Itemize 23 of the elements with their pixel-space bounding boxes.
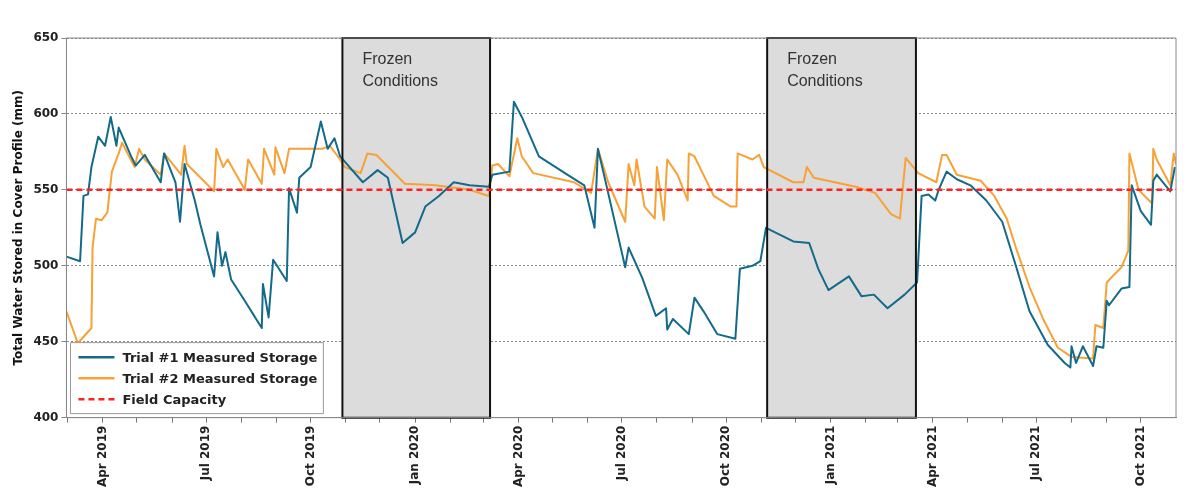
x-tick-label: Apr 2021 (925, 425, 940, 487)
y-tick-label: 500 (33, 257, 59, 272)
x-tick-label: Oct 2021 (1132, 425, 1147, 487)
y-tick-label: 650 (33, 30, 59, 45)
legend-label: Trial #2 Measured Storage (122, 370, 318, 386)
x-tick-label: Jan 2021 (822, 425, 837, 486)
x-tick-label: Apr 2019 (94, 425, 109, 487)
y-tick-label: 400 (33, 409, 59, 424)
band-label: Frozen Conditions (362, 50, 439, 90)
x-tick-label: Jan 2020 (407, 425, 422, 486)
y-tick-label: 450 (33, 333, 59, 348)
band-label: Frozen Conditions (787, 50, 863, 90)
x-tick-label: Jul 2019 (198, 425, 213, 482)
y-tick-label: 550 (33, 181, 59, 196)
y-axis-title: Total Water Stored in Cover Profile (mm) (11, 90, 26, 366)
x-tick-label: Oct 2019 (302, 425, 317, 487)
x-tick-label: Jul 2020 (613, 425, 628, 482)
x-tick-label: Jul 2021 (1028, 425, 1043, 482)
x-tick-label: Apr 2020 (510, 425, 525, 487)
legend-label: Field Capacity (122, 391, 227, 407)
x-tick-label: Oct 2020 (718, 425, 733, 487)
legend-label: Trial #1 Measured Storage (122, 349, 318, 365)
y-tick-label: 600 (33, 106, 59, 121)
